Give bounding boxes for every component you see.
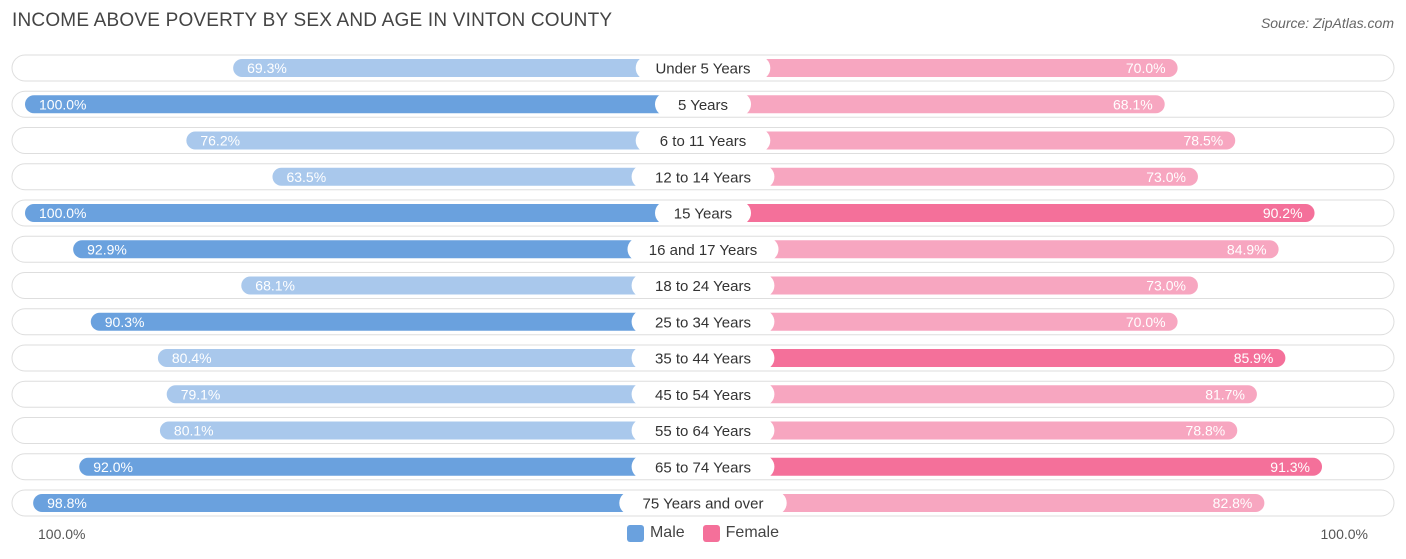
value-label-female: 73.0% [1146,169,1186,185]
value-label-female: 70.0% [1126,60,1166,76]
bar-male [233,59,703,77]
legend-item-male[interactable]: Male [626,524,685,542]
category-label: 55 to 64 Years [655,423,751,440]
category-pill [619,491,787,515]
value-label-male: 98.8% [47,495,87,511]
category-pill [631,309,775,334]
category-pill [635,128,771,153]
axis-right-label: 100.0% [1320,526,1368,542]
bar-male [186,131,703,150]
value-label-male: 79.1% [181,386,221,402]
category-label: 6 to 11 Years [660,133,746,150]
value-label-female: 90.2% [1263,205,1303,221]
value-label-male: 92.9% [87,241,127,257]
value-label-male: 90.3% [105,314,145,330]
category-label: 75 Years and over [643,496,764,513]
value-label-female: 78.5% [1184,133,1224,149]
value-label-female: 78.8% [1186,423,1226,439]
category-pill [631,346,775,370]
bar-male [33,494,704,512]
bar-female [703,131,1236,150]
legend-swatch-male [626,524,644,542]
value-label-male: 69.3% [247,60,287,76]
category-label: 15 Years [674,206,732,223]
category-pill [635,56,771,80]
value-label-male: 100.0% [39,96,86,112]
axis-left-label: 100.0% [38,526,86,542]
category-pill [655,201,751,225]
bar-female [703,349,1286,367]
bar-male [73,240,703,259]
bar-male [272,167,703,186]
value-label-female: 68.1% [1113,96,1153,112]
value-label-male: 76.2% [200,133,240,149]
bar-female [703,457,1323,476]
category-label: 45 to 54 Years [655,387,751,404]
bar-male [166,385,703,404]
bar-male [159,421,703,440]
bar-female [703,421,1238,440]
bar-female [703,240,1279,259]
category-label: 12 to 14 Years [655,169,751,186]
bar-female [703,312,1178,331]
category-pill [631,454,775,479]
bar-female [703,276,1198,295]
category-pill [627,237,779,262]
value-label-female: 85.9% [1234,350,1274,366]
value-label-male: 80.4% [172,350,212,366]
bar-female [703,167,1198,186]
legend-swatch-female [702,524,720,542]
bar-male [90,312,704,331]
source-label: Source: ZipAtlas.com [1260,15,1394,31]
value-label-male: 63.5% [286,169,326,185]
category-label: 5 Years [678,97,728,114]
diverging-bar-chart: 69.3% 70.0% Under 5 Years 100.0% 68.1% 5 Year… [11,54,1395,517]
value-label-female: 84.9% [1227,241,1267,257]
category-label: 25 to 34 Years [655,314,751,331]
bar-female [703,95,1165,114]
value-label-male: 92.0% [93,459,133,475]
category-pill [631,418,775,443]
category-pill [631,273,775,298]
bar-female [703,59,1178,77]
chart-title: INCOME ABOVE POVERTY BY SEX AND AGE IN V… [12,10,613,31]
bar-male [157,349,703,367]
legend-label-female: Female [725,524,780,541]
category-label: 16 and 17 Years [649,242,757,259]
bar-male [25,95,703,114]
bar-female [703,494,1265,512]
category-pill [631,382,775,407]
legend-item-female[interactable]: Female [702,524,780,542]
value-label-female: 81.7% [1205,386,1245,402]
value-label-male: 68.1% [255,278,295,294]
value-label-female: 73.0% [1146,278,1186,294]
category-pill [631,164,775,189]
bar-male [79,457,704,476]
value-label-female: 91.3% [1270,459,1310,475]
category-label: 35 to 44 Years [655,351,751,368]
bar-male [241,276,704,295]
bar-male [25,204,703,222]
value-label-male: 80.1% [174,423,214,439]
value-label-male: 100.0% [39,205,86,221]
category-label: 65 to 74 Years [655,459,751,476]
bar-female [703,385,1257,404]
value-label-female: 70.0% [1126,314,1166,330]
category-label: Under 5 Years [655,61,750,78]
legend-label-male: Male [649,524,685,541]
value-label-female: 82.8% [1213,495,1253,511]
legend: Male Female [0,524,1406,542]
bar-female [703,204,1315,222]
category-label: 18 to 24 Years [655,278,751,295]
category-pill [655,92,751,117]
